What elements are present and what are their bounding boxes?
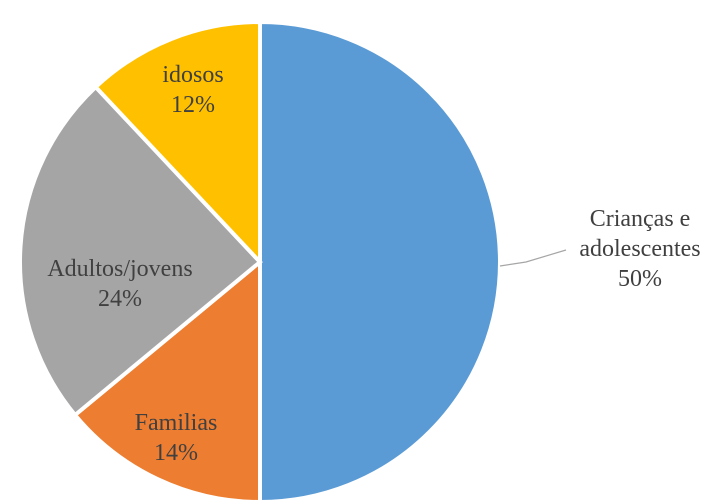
slice-value-label: 14%: [154, 440, 198, 466]
pie-slices: [18, 19, 502, 504]
leader-line: [499, 249, 567, 267]
slice-label: idosos 12%: [162, 62, 223, 118]
pie-slice: [18, 84, 263, 418]
pie-slice: [92, 19, 262, 268]
slice-label: Crianças e adolescentes 50%: [579, 206, 700, 292]
slice-category-label: Crianças e: [590, 206, 691, 232]
slice-value-label: 50%: [618, 266, 662, 292]
slice-category-label: Adultos/jovens: [47, 256, 192, 282]
pie-labels: Crianças e adolescentes 50% Familias 14% Adul…: [47, 62, 700, 466]
slice-category-label: idosos: [162, 62, 223, 88]
slice-value-label: 12%: [171, 92, 215, 118]
slice-value-label: 24%: [98, 286, 142, 312]
slice-category-label: Familias: [135, 410, 218, 436]
pie-slice: [258, 19, 502, 504]
slice-category-label: adolescentes: [579, 236, 700, 262]
slice-label: Adultos/jovens 24%: [47, 256, 192, 312]
pie-slice: [72, 257, 262, 504]
slice-label: Familias 14%: [135, 410, 218, 466]
